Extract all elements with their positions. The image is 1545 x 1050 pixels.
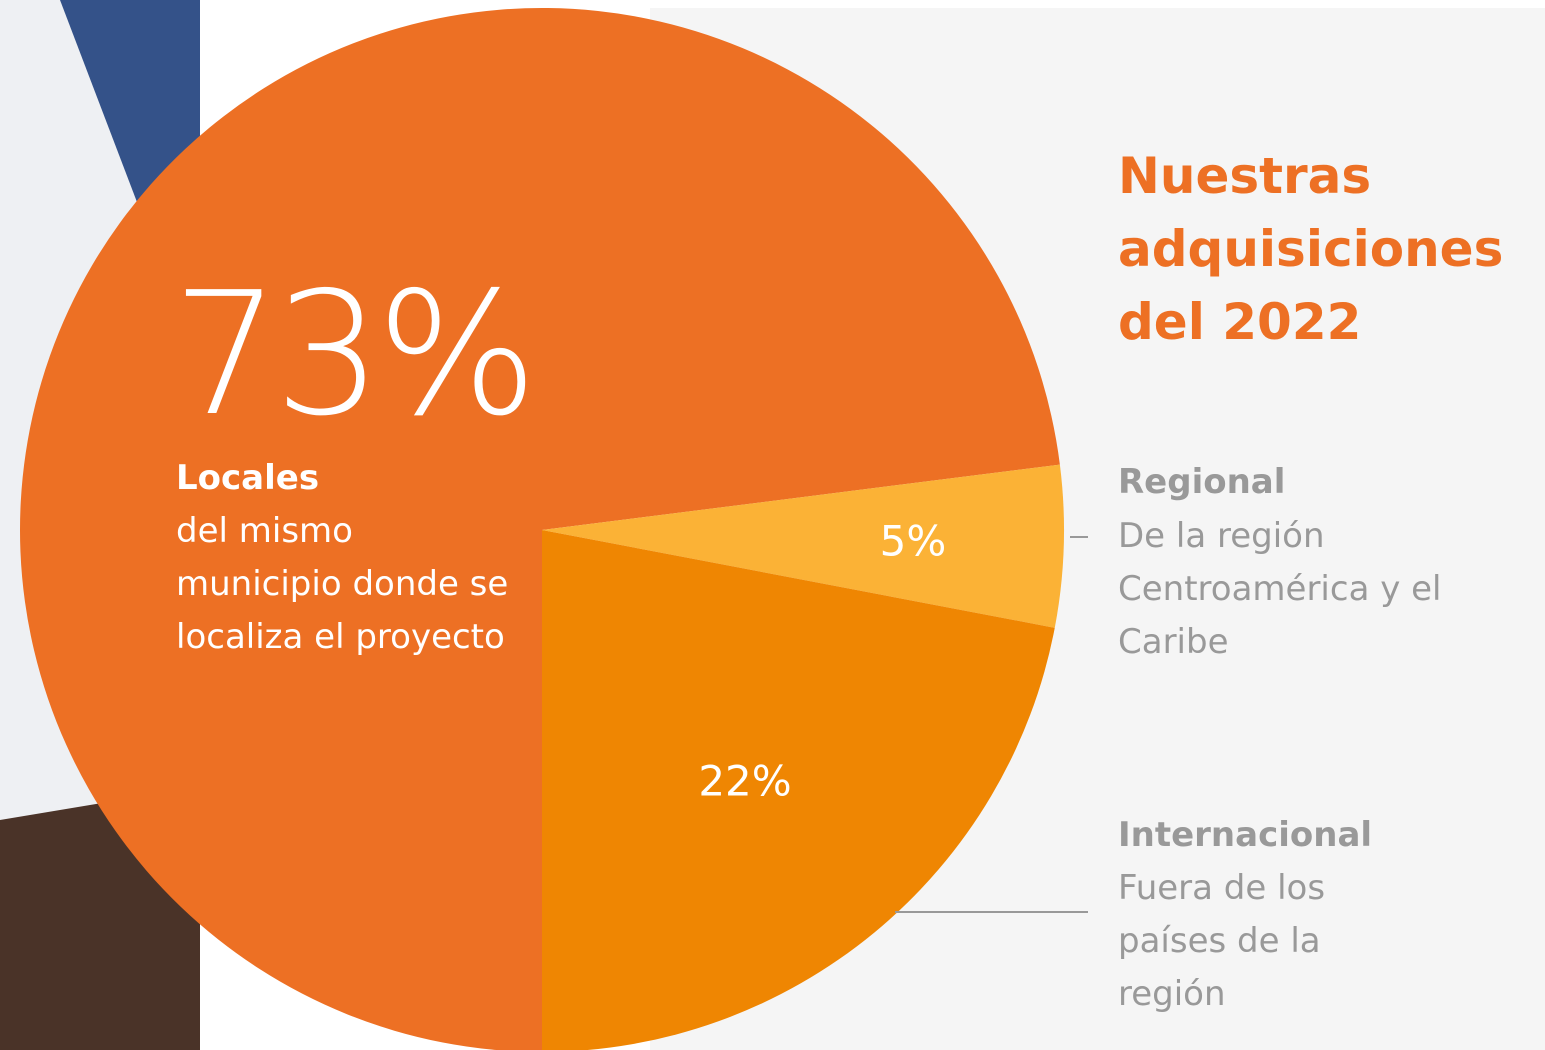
category-label: Locales xyxy=(176,458,319,498)
category-description: del mismo municipio donde se localiza el… xyxy=(176,505,516,664)
value-label: 73% xyxy=(172,270,532,440)
legend-name: Internacional xyxy=(1118,815,1372,855)
page: Nuestras adquisiciones del 2022 73% Loca… xyxy=(0,0,1545,1050)
legend-description: De la región Centroamérica y el Caribe xyxy=(1118,510,1448,669)
value-label: 22% xyxy=(698,757,791,806)
legend-name: Regional xyxy=(1118,462,1285,502)
legend-description: Fuera de los países de la región xyxy=(1118,862,1378,1021)
chart-title: Nuestras adquisiciones del 2022 xyxy=(1118,140,1498,359)
value-label: 5% xyxy=(880,517,947,566)
